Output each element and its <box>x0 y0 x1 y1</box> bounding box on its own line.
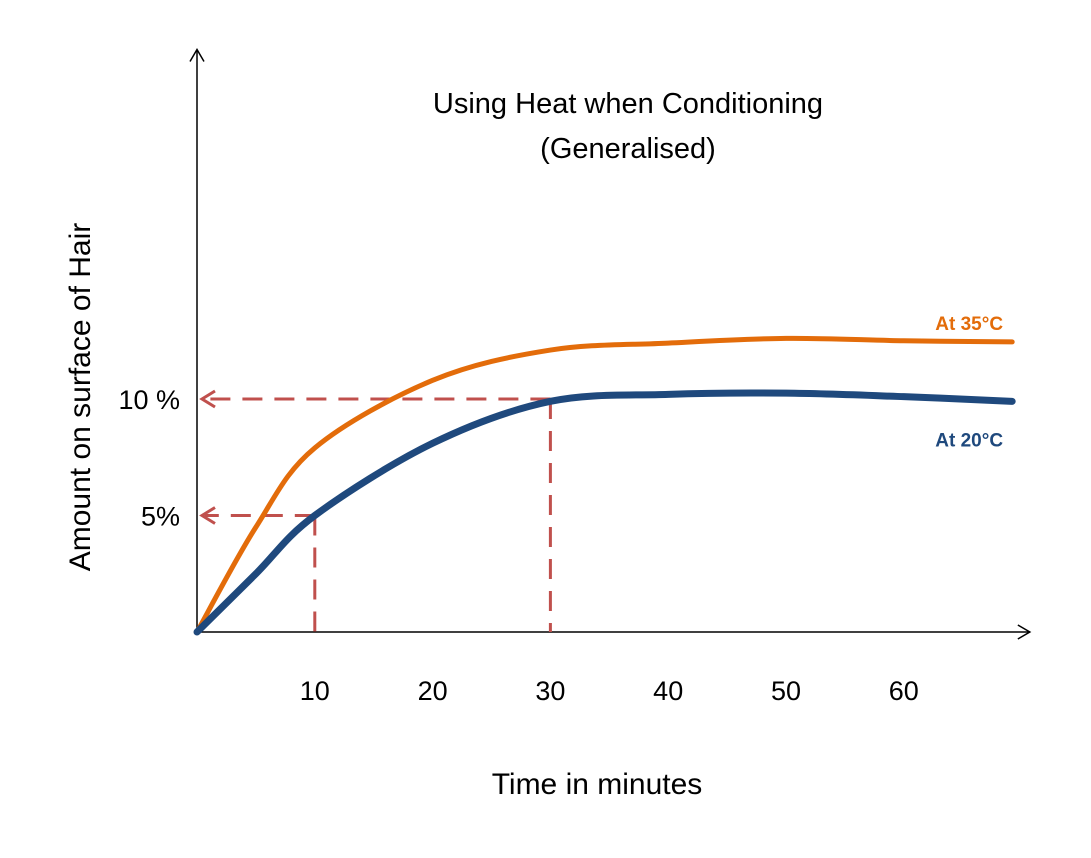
x-tick-label: 40 <box>653 676 683 706</box>
series-label: At 20°C <box>935 430 1003 451</box>
x-axis-arrow <box>1017 624 1032 640</box>
reference-arrow <box>199 506 216 525</box>
series-label: At 35°C <box>935 314 1003 335</box>
y-tick-label: 10 % <box>118 385 180 415</box>
x-axis-label: Time in minutes <box>492 768 703 801</box>
series-line-20c <box>193 389 1016 636</box>
y-tick-label: 5% <box>141 502 180 532</box>
reference-arrow <box>199 389 216 409</box>
x-tick-label: 10 <box>300 676 330 706</box>
x-tick-label: 30 <box>535 676 565 706</box>
x-tick-label: 50 <box>771 676 801 706</box>
x-tick-label: 60 <box>889 676 919 706</box>
chart-title-line-2: (Generalised) <box>540 133 716 165</box>
series-line-35c <box>194 335 1015 635</box>
y-axis-arrow <box>189 48 205 62</box>
y-axis-label: Amount on surface of Hair <box>64 223 97 572</box>
x-tick-label: 20 <box>418 676 448 706</box>
chart-title-line-1: Using Heat when Conditioning <box>433 88 823 120</box>
